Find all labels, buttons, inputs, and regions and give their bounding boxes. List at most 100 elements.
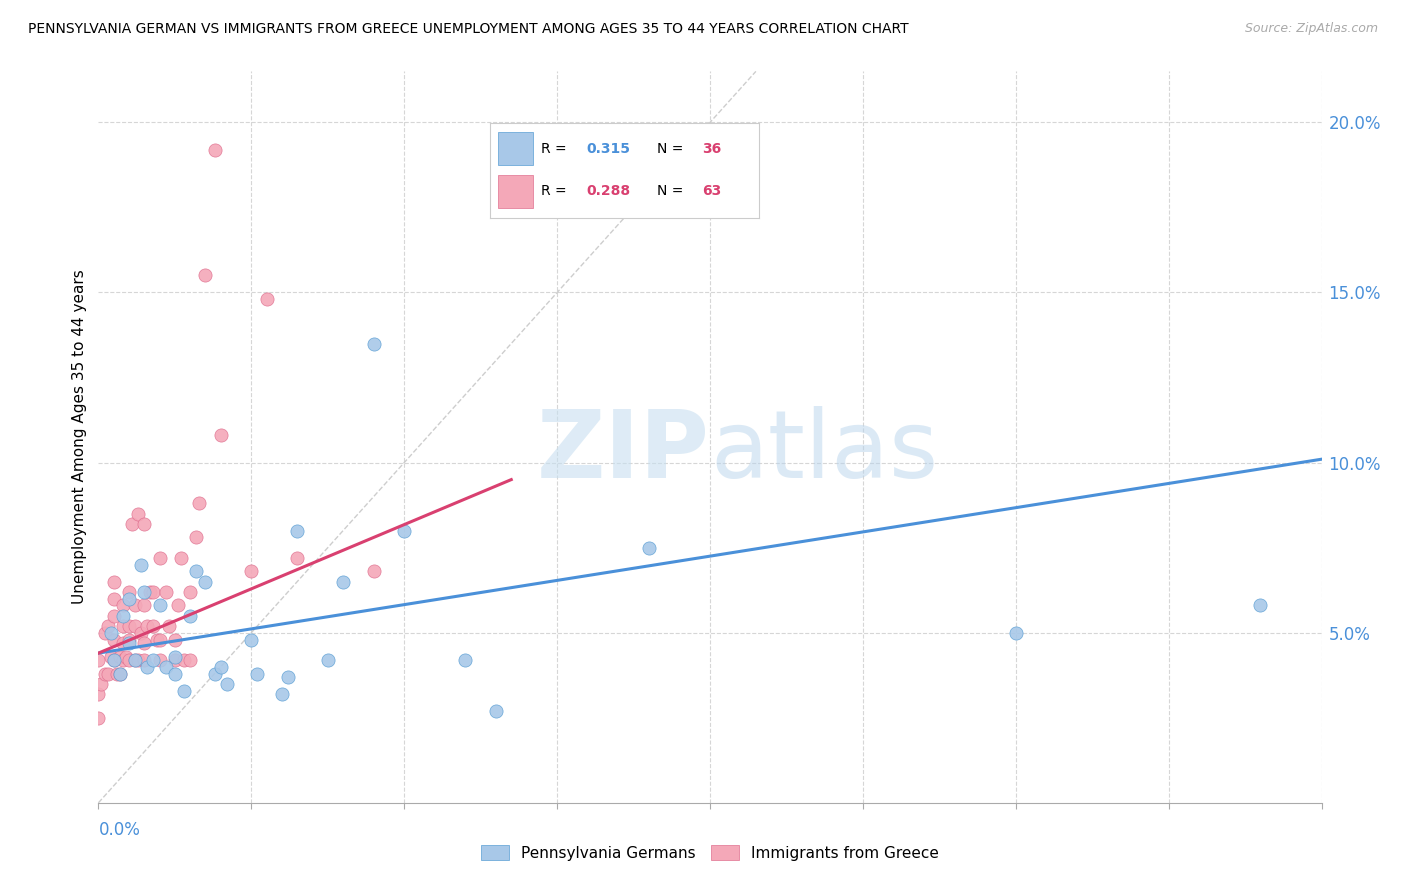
Point xyxy=(103,591,125,606)
Point xyxy=(90,677,112,691)
Point xyxy=(103,653,125,667)
Point xyxy=(149,550,172,565)
Point xyxy=(179,653,201,667)
Point xyxy=(215,677,238,691)
Y-axis label: Unemployment Among Ages 35 to 44 years: Unemployment Among Ages 35 to 44 years xyxy=(72,269,87,605)
Point xyxy=(136,619,159,633)
Point xyxy=(127,507,149,521)
Point xyxy=(270,687,292,701)
Point xyxy=(363,565,385,579)
Point xyxy=(142,653,165,667)
Point xyxy=(129,558,152,572)
Point xyxy=(108,666,131,681)
Point xyxy=(163,649,186,664)
Point xyxy=(100,625,122,640)
Point xyxy=(1249,599,1271,613)
Text: PENNSYLVANIA GERMAN VS IMMIGRANTS FROM GREECE UNEMPLOYMENT AMONG AGES 35 TO 44 Y: PENNSYLVANIA GERMAN VS IMMIGRANTS FROM G… xyxy=(28,22,908,37)
Point xyxy=(149,653,172,667)
Point xyxy=(93,625,115,640)
Point xyxy=(103,632,125,647)
Point xyxy=(87,711,110,725)
Point xyxy=(209,659,232,673)
Point xyxy=(134,599,156,613)
Point xyxy=(155,585,177,599)
Point xyxy=(332,574,354,589)
Point xyxy=(163,653,186,667)
Text: ZIP: ZIP xyxy=(537,406,710,498)
Point xyxy=(142,585,165,599)
Point xyxy=(97,666,120,681)
Point xyxy=(134,636,156,650)
Point xyxy=(277,670,299,684)
Point xyxy=(103,574,125,589)
Text: Source: ZipAtlas.com: Source: ZipAtlas.com xyxy=(1244,22,1378,36)
Point xyxy=(167,599,190,613)
Point xyxy=(1004,625,1026,640)
Point xyxy=(363,336,385,351)
Point xyxy=(188,496,211,510)
Point xyxy=(134,516,156,531)
Point xyxy=(186,565,208,579)
Point xyxy=(179,608,201,623)
Point xyxy=(149,632,172,647)
Point xyxy=(103,653,125,667)
Point xyxy=(240,565,263,579)
Text: atlas: atlas xyxy=(710,406,938,498)
Point xyxy=(111,619,134,633)
Point xyxy=(179,585,201,599)
Point xyxy=(285,550,308,565)
Point xyxy=(103,608,125,623)
Point xyxy=(194,268,217,283)
Point xyxy=(186,531,208,545)
Point xyxy=(124,653,146,667)
Point xyxy=(100,649,122,664)
Point xyxy=(246,666,269,681)
Point xyxy=(97,619,120,633)
Point xyxy=(285,524,308,538)
Text: 0.0%: 0.0% xyxy=(98,821,141,839)
Point xyxy=(139,585,162,599)
Point xyxy=(108,649,131,664)
Point xyxy=(124,653,146,667)
Point xyxy=(316,653,339,667)
Point xyxy=(173,683,195,698)
Point xyxy=(204,143,226,157)
Point xyxy=(485,704,508,718)
Point xyxy=(194,574,217,589)
Point xyxy=(155,659,177,673)
Point xyxy=(204,666,226,681)
Point xyxy=(111,653,134,667)
Point xyxy=(118,632,141,647)
Point xyxy=(134,585,156,599)
Point xyxy=(240,632,263,647)
Point xyxy=(87,687,110,701)
Point xyxy=(111,636,134,650)
Point xyxy=(108,666,131,681)
Point xyxy=(145,632,167,647)
Point xyxy=(129,625,152,640)
Point xyxy=(118,653,141,667)
Point xyxy=(170,550,193,565)
Point xyxy=(173,653,195,667)
Point xyxy=(134,653,156,667)
Point xyxy=(637,541,661,555)
Point xyxy=(163,666,186,681)
Point xyxy=(111,599,134,613)
Point xyxy=(136,659,159,673)
Point xyxy=(149,599,172,613)
Point xyxy=(392,524,416,538)
Point xyxy=(127,653,149,667)
Point xyxy=(157,619,180,633)
Legend: Pennsylvania Germans, Immigrants from Greece: Pennsylvania Germans, Immigrants from Gr… xyxy=(474,838,946,868)
Point xyxy=(142,619,165,633)
Point xyxy=(105,666,128,681)
Point xyxy=(121,516,143,531)
Point xyxy=(124,599,146,613)
Point xyxy=(87,653,110,667)
Point xyxy=(163,632,186,647)
Point xyxy=(118,591,141,606)
Point xyxy=(124,619,146,633)
Point xyxy=(256,293,278,307)
Point xyxy=(118,619,141,633)
Point xyxy=(111,608,134,623)
